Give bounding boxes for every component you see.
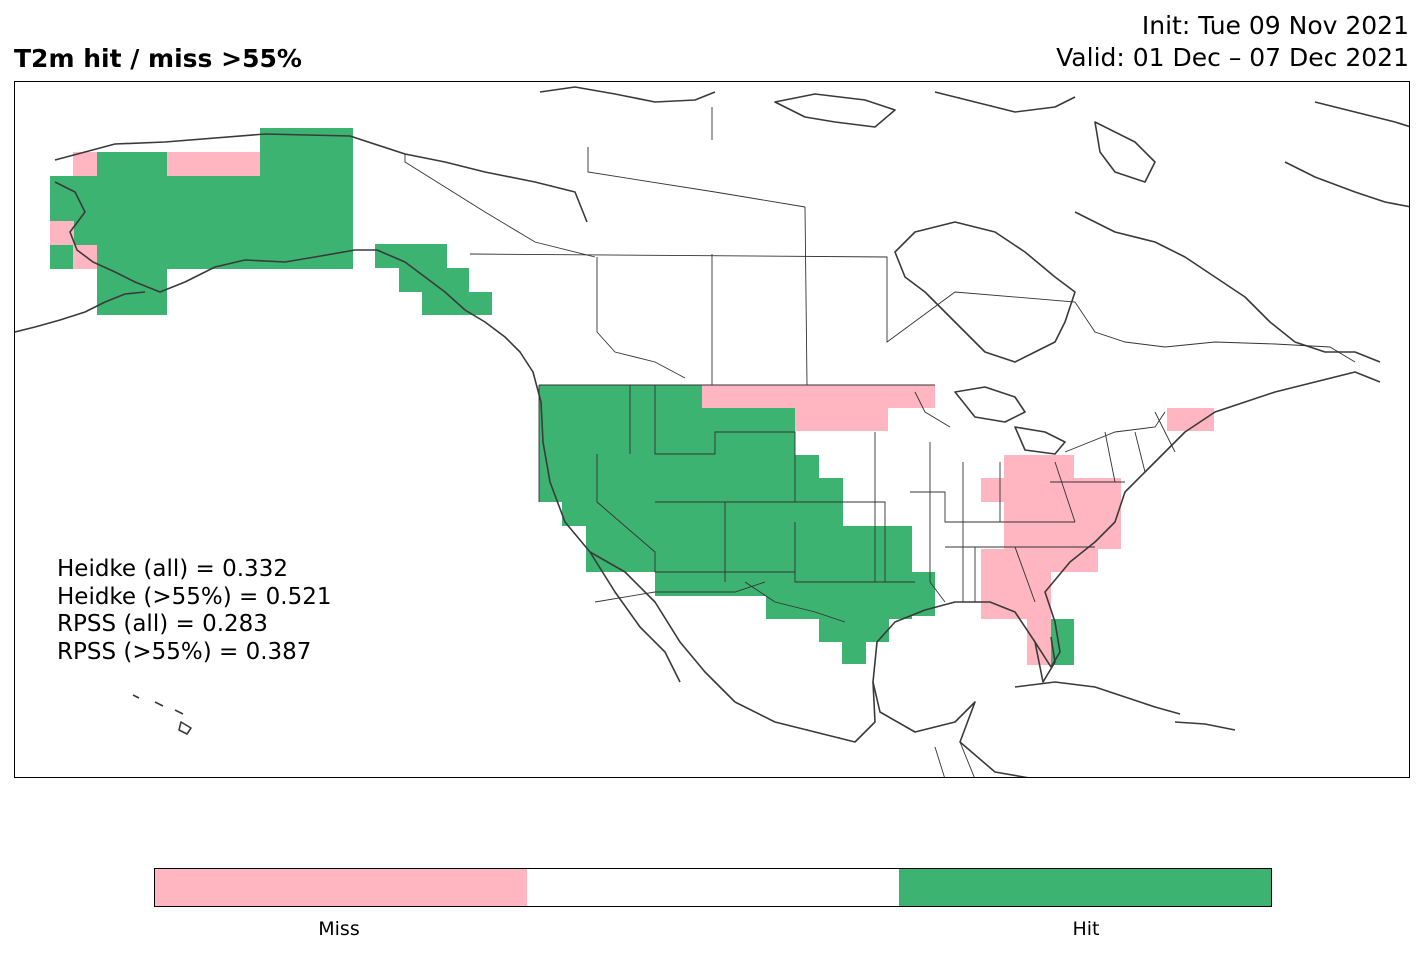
hit-cell bbox=[842, 642, 866, 664]
hit-cell bbox=[819, 619, 889, 642]
colorbar-hit-segment bbox=[899, 869, 1271, 906]
miss-cell bbox=[1004, 502, 1121, 549]
hit-cell bbox=[766, 596, 912, 619]
colorbar bbox=[154, 868, 1272, 907]
valid-date: Valid: 01 Dec – 07 Dec 2021 bbox=[1056, 43, 1409, 72]
miss-cell bbox=[981, 572, 1051, 619]
miss-cell bbox=[1004, 455, 1074, 478]
hit-cell bbox=[260, 128, 353, 269]
colorbar-miss-label: Miss bbox=[318, 918, 360, 940]
hit-cell bbox=[562, 502, 843, 526]
colorbar-miss-segment bbox=[155, 869, 527, 906]
conus-hit-cells bbox=[539, 385, 935, 664]
init-date: Init: Tue 09 Nov 2021 bbox=[1141, 11, 1409, 40]
map-canvas bbox=[15, 86, 1409, 777]
miss-cell bbox=[795, 408, 888, 431]
panhandle-cells bbox=[375, 244, 492, 315]
coastlines bbox=[15, 86, 1409, 777]
map-panel bbox=[14, 81, 1410, 778]
miss-cell bbox=[981, 549, 1098, 572]
score-heidke-all: Heidke (all) = 0.332 bbox=[57, 556, 288, 582]
hit-cell bbox=[586, 526, 912, 549]
miss-cell bbox=[702, 385, 935, 408]
alaska-cells bbox=[50, 128, 353, 315]
hit-cell bbox=[97, 269, 167, 315]
miss-cell bbox=[1027, 619, 1051, 665]
colorbar-neutral-segment bbox=[527, 869, 899, 906]
hit-cell bbox=[795, 455, 819, 502]
hit-cell bbox=[819, 478, 843, 502]
borders bbox=[404, 107, 1356, 777]
score-heidke-55: Heidke (>55%) = 0.521 bbox=[57, 583, 332, 610]
miss-cell bbox=[1167, 408, 1214, 431]
hit-cell bbox=[375, 244, 447, 268]
skill-scores: Heidke (all) = 0.332 Heidke (>55%) = 0.5… bbox=[57, 556, 331, 666]
score-rpss-all: RPSS (all) = 0.283 bbox=[57, 611, 268, 637]
score-rpss-55: RPSS (>55%) = 0.387 bbox=[57, 638, 312, 665]
hit-cell bbox=[586, 549, 912, 572]
date-info: Init: Tue 09 Nov 2021 Valid: 01 Dec – 07… bbox=[1056, 10, 1409, 74]
conus-miss-cells bbox=[702, 385, 1214, 665]
miss-cell bbox=[73, 152, 97, 176]
map-title: T2m hit / miss >55% bbox=[14, 44, 302, 73]
colorbar-hit-label: Hit bbox=[1072, 918, 1100, 940]
hit-cell bbox=[655, 408, 795, 502]
hit-cell bbox=[399, 268, 469, 292]
hit-cell bbox=[655, 385, 702, 408]
miss-cell bbox=[167, 152, 260, 176]
